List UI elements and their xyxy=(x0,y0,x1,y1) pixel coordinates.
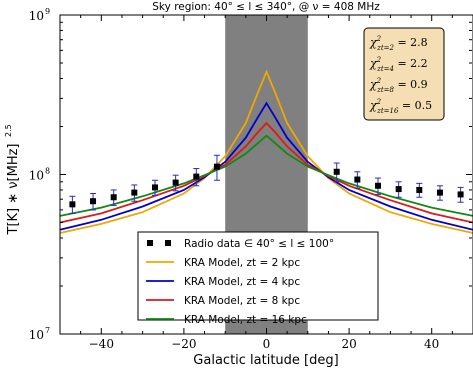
chi-superscript: 2 xyxy=(376,77,382,85)
chi-subscript: zt=4 xyxy=(376,65,394,73)
chi-superscript: 2 xyxy=(376,35,382,43)
chi-value: = 2.8 xyxy=(394,36,428,49)
series-line-1 xyxy=(59,101,473,231)
chi-value: = 0.9 xyxy=(394,78,428,91)
data-point xyxy=(151,184,158,191)
chi-superscript: 2 xyxy=(376,56,382,64)
radio-data-layer xyxy=(69,154,464,214)
chi-square-line: χ2 zt=4 = 2.2 xyxy=(369,56,428,73)
data-point xyxy=(193,173,200,180)
legend-marker xyxy=(165,240,171,246)
y-axis-label-group: T[K] ∗ ν[MHz] 2.5 xyxy=(4,124,21,235)
chi-symbol: χ xyxy=(369,78,378,91)
data-point xyxy=(90,198,97,205)
data-point xyxy=(172,179,179,186)
legend-frame xyxy=(137,231,379,321)
legend-label: KRA Model, zt = 8 kpc xyxy=(184,295,300,307)
chi-square-line: χ2 zt=2 = 2.8 xyxy=(369,35,428,52)
y-tick-exponent: 9 xyxy=(45,7,50,16)
legend-marker xyxy=(147,240,153,246)
chi-subscript: zt=8 xyxy=(376,86,394,94)
y-axis-label: T[K] ∗ ν[MHz] xyxy=(6,144,21,236)
x-tick-label: 40 xyxy=(424,337,439,351)
data-point xyxy=(69,201,76,208)
data-point xyxy=(375,182,382,189)
y-tick-label: 10 xyxy=(29,328,44,342)
data-point xyxy=(395,186,402,193)
y-tick-label: 10 xyxy=(29,9,44,23)
chi-subscript: zt=2 xyxy=(376,44,394,52)
x-tick-label: −40 xyxy=(89,337,114,351)
chart-title: Sky region: 40° ≤ l ≤ 340°, @ ν = 408 MH… xyxy=(152,1,380,13)
chi-value: = 0.5 xyxy=(398,99,432,112)
x-tick-label: −20 xyxy=(171,337,196,351)
series-line-2 xyxy=(59,121,473,224)
data-point xyxy=(457,191,464,198)
series-layer xyxy=(59,69,473,234)
chi-superscript: 2 xyxy=(376,98,382,106)
legend-label: KRA Model, zt = 2 kpc xyxy=(184,257,300,269)
chi-value: = 2.2 xyxy=(394,57,428,70)
y-tick-label: 10 xyxy=(29,169,44,183)
data-point xyxy=(110,194,117,201)
data-point xyxy=(213,163,220,170)
series-line-0 xyxy=(59,69,473,234)
legend-label: Radio data ∈ 40° ≤ l ≤ 100° xyxy=(184,238,334,250)
x-axis-label: Galactic latitude [deg] xyxy=(193,353,338,368)
chi-square-line: χ2 zt=16 = 0.5 xyxy=(369,98,432,115)
chi-symbol: χ xyxy=(369,36,378,49)
chi-square-line: χ2 zt=8 = 0.9 xyxy=(369,77,428,94)
y-axis-label-exponent: 2.5 xyxy=(4,124,13,137)
chi-square-box: χ2 zt=2 = 2.8χ2 zt=4 = 2.2χ2 zt=8 = 0.9χ2 zt… xyxy=(363,27,445,121)
chi-symbol: χ xyxy=(369,57,378,70)
data-point xyxy=(436,189,443,196)
data-point xyxy=(416,186,423,193)
data-point xyxy=(333,168,340,175)
data-point xyxy=(131,189,138,196)
legend-label: KRA Model, zt = 4 kpc xyxy=(184,276,300,288)
legend: Radio data ∈ 40° ≤ l ≤ 100° KRA Model, zt… xyxy=(137,231,379,326)
chi-symbol: χ xyxy=(369,99,378,112)
series-line-3 xyxy=(59,134,473,217)
y-tick-exponent: 8 xyxy=(45,167,50,176)
chi-subscript: zt=16 xyxy=(376,107,399,115)
legend-label: KRA Model, zt = 16 kpc xyxy=(184,314,307,326)
y-tick-exponent: 7 xyxy=(45,326,50,335)
data-point xyxy=(354,176,361,183)
x-tick-label: 0 xyxy=(263,337,271,351)
x-tick-label: 20 xyxy=(341,337,356,351)
chi-box-frame xyxy=(363,27,445,121)
